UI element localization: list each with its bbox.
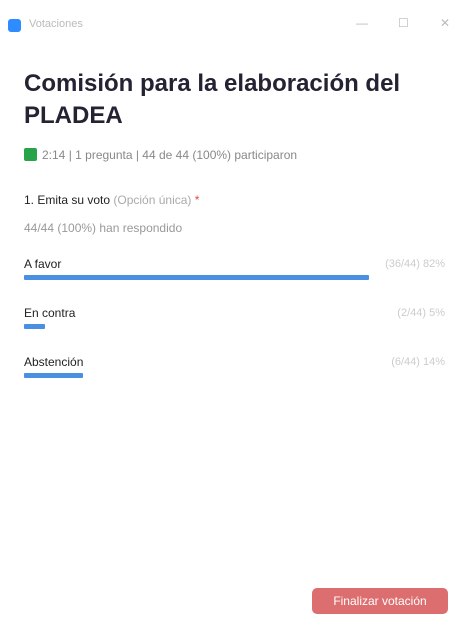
window-title: Votaciones [29, 18, 83, 30]
option: En contra (2/44) 5% [24, 306, 445, 346]
option: A favor (36/44) 82% [24, 257, 445, 297]
question-text: 1. Emita su voto [24, 193, 111, 207]
title-bar: Votaciones — ☐ ✕ [0, 0, 467, 48]
option-result: (36/44) 82% [385, 258, 445, 270]
result-bar [24, 275, 370, 280]
option-label: A favor [24, 257, 62, 271]
poll-meta: 2:14 | 1 pregunta | 44 de 44 (100%) part… [24, 148, 297, 162]
app-icon [8, 19, 21, 32]
option-result: (2/44) 5% [397, 307, 445, 319]
minimize[interactable]: — [356, 16, 368, 30]
question-kind: (Opción única) [113, 193, 192, 207]
end-poll-button[interactable]: Finalizar votación [312, 588, 448, 614]
option-label: En contra [24, 306, 76, 320]
question: 1. Emita su voto (Opción única) * [24, 193, 199, 207]
option-label: Abstención [24, 355, 84, 369]
option: Abstención (6/44) 14% [24, 355, 445, 395]
close[interactable]: ✕ [440, 16, 451, 30]
poll-icon [24, 148, 37, 161]
responded: 44/44 (100%) han respondido [24, 221, 183, 235]
poll-title: Comisión para la elaboración del PLADEA [24, 70, 401, 129]
result-bar [24, 373, 83, 378]
result-bar [24, 324, 46, 329]
maximize[interactable]: ☐ [398, 16, 409, 30]
meta-text: 2:14 | 1 pregunta | 44 de 44 (100%) part… [42, 148, 298, 162]
option-result: (6/44) 14% [391, 356, 445, 368]
required-mark: * [194, 193, 200, 207]
